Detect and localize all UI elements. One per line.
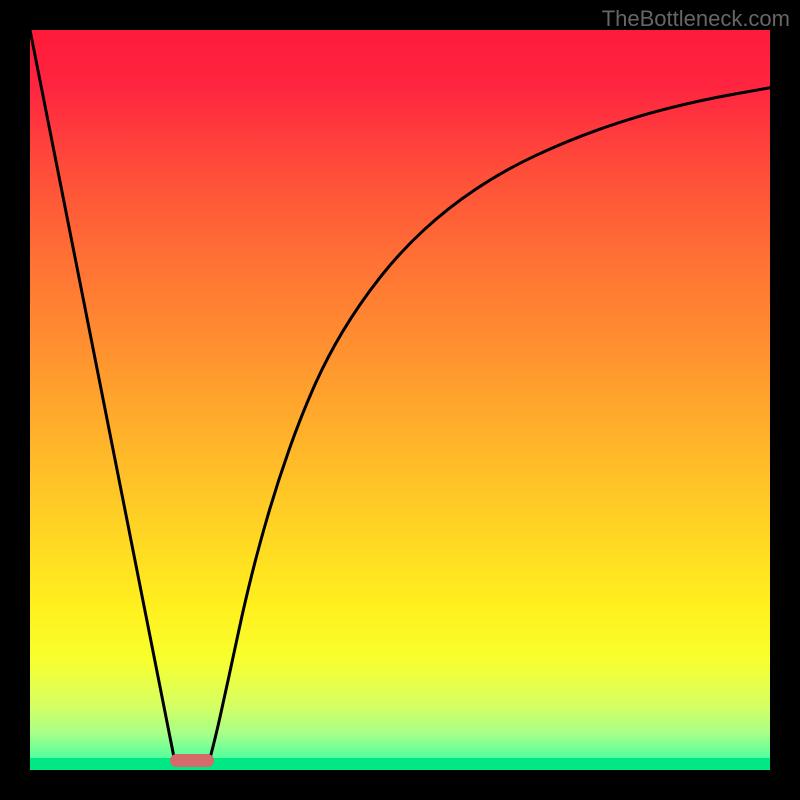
watermark-text: TheBottleneck.com xyxy=(602,6,790,32)
notch-marker xyxy=(170,754,214,767)
bottom-green-band xyxy=(30,758,770,770)
chart-frame: TheBottleneck.com xyxy=(0,0,800,800)
gradient-background xyxy=(30,30,770,770)
chart-svg xyxy=(0,0,800,800)
